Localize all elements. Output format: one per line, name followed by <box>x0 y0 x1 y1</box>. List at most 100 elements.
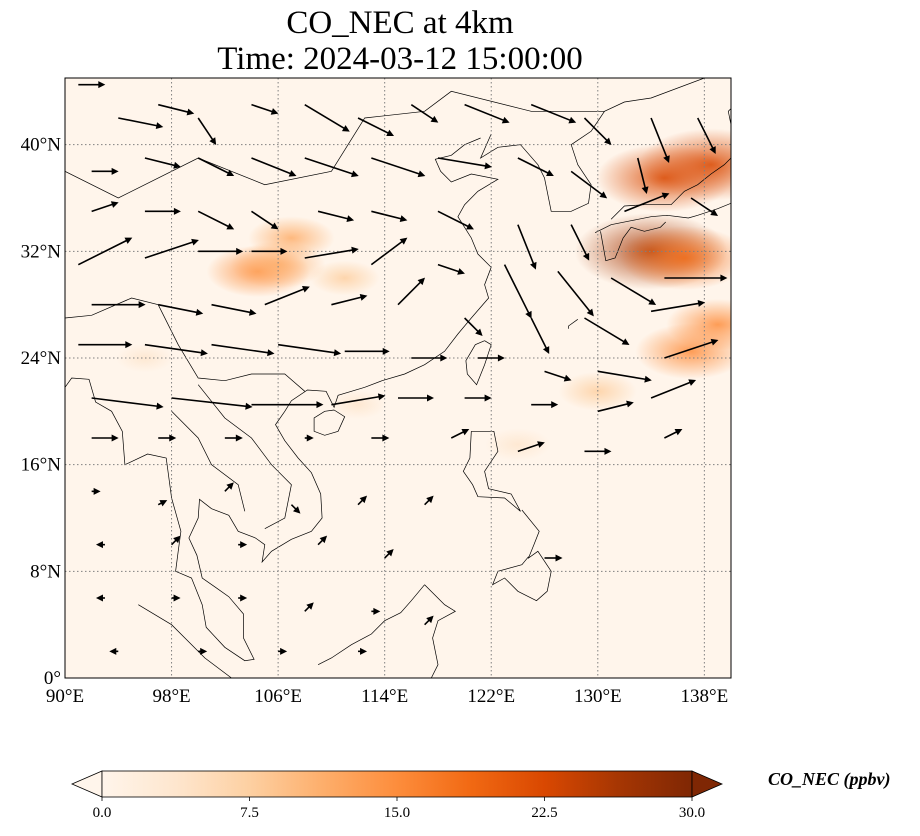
wind-arrow <box>251 210 279 230</box>
coastlines <box>65 78 731 678</box>
coastline <box>727 108 731 125</box>
wind-arrow-shaft <box>158 303 199 314</box>
wind-arrow <box>583 117 612 145</box>
coastline <box>317 584 425 666</box>
colorbar-tick-label: 0.0 <box>93 805 112 821</box>
wind-arrow <box>238 541 248 549</box>
wind-arrow-head <box>709 146 716 154</box>
coastline <box>171 411 246 512</box>
wind-arrow <box>503 264 532 319</box>
wind-arrow <box>331 393 386 406</box>
wind-arrow <box>304 246 359 259</box>
wind-arrow-shaft <box>144 240 195 259</box>
wind-arrow-shaft <box>437 210 470 228</box>
wind-arrow-head <box>240 541 248 549</box>
wind-arrow <box>464 103 510 124</box>
wind-arrow-head <box>563 374 572 382</box>
plot-subtitle-time: Time: 2024-03-12 15:00:00 <box>217 41 583 77</box>
lon-tick-label: 106°E <box>254 686 302 707</box>
wind-arrow-head <box>546 169 554 176</box>
wind-arrow-head <box>688 379 697 386</box>
wind-arrow-head <box>195 308 204 316</box>
wind-arrow <box>304 602 314 612</box>
wind-arrow-shaft <box>410 104 435 121</box>
colorbar-label: CO_NEC (ppbv) <box>768 769 891 789</box>
wind-arrow <box>91 301 146 309</box>
wind-arrow-head <box>426 495 434 504</box>
lat-tick-label: 8°N <box>30 561 61 582</box>
wind-arrow-head <box>109 647 117 655</box>
colorbar-extend-min <box>70 770 103 798</box>
wind-arrow <box>197 117 217 145</box>
wind-arrow-head <box>417 170 426 178</box>
wind-arrow-head <box>200 349 208 357</box>
wind-arrow <box>91 434 119 442</box>
wind-arrow-head <box>111 167 119 175</box>
wind-arrow-shaft <box>450 430 466 439</box>
wind-arrow-shaft <box>650 302 701 313</box>
wind-arrow-head <box>173 594 181 602</box>
wind-arrow-head <box>674 429 683 436</box>
wind-arrow <box>144 238 199 259</box>
wind-arrow-shaft <box>597 370 647 381</box>
wind-arrow-head <box>555 554 563 562</box>
wind-arrow-head <box>399 237 408 245</box>
wind-arrow-head <box>663 155 670 163</box>
wind-arrow <box>384 549 394 559</box>
wind-arrow <box>570 224 590 261</box>
wind-arrow-head <box>386 129 395 136</box>
wind-arrow-shaft <box>304 157 355 176</box>
wind-arrow-head <box>359 293 368 301</box>
wind-arrow <box>650 379 697 399</box>
wind-arrow-head <box>501 116 510 124</box>
wind-arrow <box>331 293 368 306</box>
wind-arrow <box>91 487 101 495</box>
wind-arrow-head <box>200 647 208 655</box>
colorbar-tick-label: 7.5 <box>240 805 259 821</box>
wind-arrow <box>304 103 350 132</box>
coastline <box>491 509 552 602</box>
wind-arrow-shaft <box>530 103 572 122</box>
coastline <box>313 409 346 436</box>
wind-arrow <box>197 210 235 230</box>
wind-arrow <box>696 117 716 154</box>
wind-arrow-head <box>333 349 342 357</box>
wind-arrow-head <box>156 402 164 410</box>
wind-arrow <box>597 400 634 413</box>
wind-arrow-head <box>417 277 425 286</box>
lon-tick-label: 98°E <box>152 686 190 707</box>
coastline <box>65 90 605 199</box>
coastline <box>462 430 521 512</box>
wind-arrow <box>95 541 105 549</box>
wind-arrow-head <box>720 274 728 282</box>
gridlines <box>65 78 731 678</box>
wind-arrow <box>437 210 474 230</box>
wind-arrow-head <box>124 237 133 244</box>
wind-arrow <box>411 354 448 362</box>
wind-arrow-shaft <box>696 117 715 150</box>
wind-arrow-shaft <box>197 117 215 142</box>
wind-arrow-head <box>530 261 537 270</box>
wind-arrow-head <box>542 346 550 354</box>
concentration-plume <box>116 343 174 373</box>
wind-arrow-head <box>173 161 181 169</box>
wind-arrow-shaft <box>197 210 231 228</box>
wind-arrow-head <box>98 81 106 89</box>
wind-arrow <box>238 594 248 602</box>
wind-arrow-head <box>466 223 474 230</box>
wind-arrow <box>95 594 105 602</box>
wind-arrow-shaft <box>317 210 350 220</box>
coastline <box>465 340 492 386</box>
wind-arrow <box>144 207 181 215</box>
wind-arrow <box>477 354 505 362</box>
wind-arrow-shaft <box>437 263 461 273</box>
wind-arrow-shaft <box>517 224 535 266</box>
coastline <box>65 137 499 662</box>
wind-arrow <box>224 434 243 442</box>
wind-arrow-shaft <box>464 317 480 334</box>
wind-arrow-head <box>248 308 257 316</box>
lon-tick-label: 122°E <box>467 686 515 707</box>
wind-arrow-shaft <box>503 264 531 315</box>
wind-arrow-shaft <box>91 203 115 213</box>
